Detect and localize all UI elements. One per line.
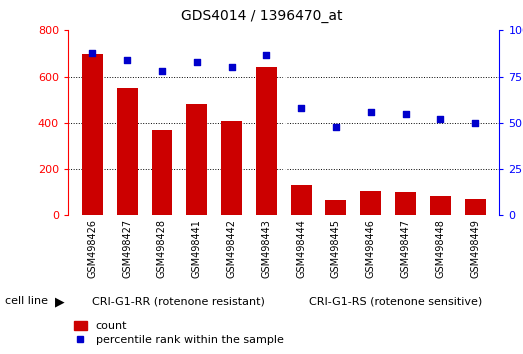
Text: GSM498448: GSM498448: [435, 219, 445, 278]
Text: GSM498443: GSM498443: [262, 219, 271, 278]
Text: GDS4014 / 1396470_at: GDS4014 / 1396470_at: [181, 9, 342, 23]
Bar: [291, 185, 312, 216]
Point: [401, 111, 410, 116]
Text: cell line: cell line: [5, 296, 48, 307]
Text: GSM498442: GSM498442: [226, 219, 236, 278]
Point: [192, 59, 201, 65]
Point: [436, 116, 445, 122]
Text: ▶: ▶: [55, 295, 64, 308]
Point: [158, 68, 166, 74]
Bar: [395, 192, 416, 216]
Text: GSM498427: GSM498427: [122, 219, 132, 278]
Point: [88, 50, 97, 56]
Bar: [82, 53, 103, 216]
Point: [228, 65, 236, 70]
Point: [332, 124, 340, 130]
Point: [297, 105, 305, 111]
Text: GSM498426: GSM498426: [87, 219, 97, 278]
Point: [367, 109, 375, 115]
Bar: [152, 130, 173, 216]
Legend: count, percentile rank within the sample: count, percentile rank within the sample: [74, 321, 283, 345]
Bar: [117, 88, 138, 216]
Point: [262, 52, 270, 57]
Bar: [325, 200, 346, 216]
Text: GSM498446: GSM498446: [366, 219, 376, 278]
Bar: [464, 199, 485, 216]
Bar: [221, 121, 242, 216]
Text: CRI-G1-RR (rotenone resistant): CRI-G1-RR (rotenone resistant): [92, 296, 265, 307]
Text: GSM498449: GSM498449: [470, 219, 480, 278]
Bar: [430, 196, 451, 216]
Point: [471, 120, 479, 126]
Text: GSM498444: GSM498444: [296, 219, 306, 278]
Text: GSM498445: GSM498445: [331, 219, 341, 278]
Text: CRI-G1-RS (rotenone sensitive): CRI-G1-RS (rotenone sensitive): [309, 296, 483, 307]
Bar: [186, 104, 207, 216]
Bar: [360, 191, 381, 216]
Text: GSM498441: GSM498441: [192, 219, 202, 278]
Bar: [256, 68, 277, 216]
Text: GSM498447: GSM498447: [401, 219, 411, 278]
Point: [123, 57, 131, 63]
Text: GSM498428: GSM498428: [157, 219, 167, 278]
